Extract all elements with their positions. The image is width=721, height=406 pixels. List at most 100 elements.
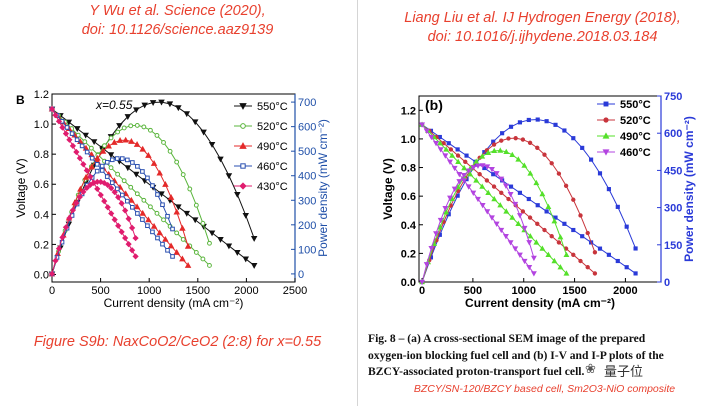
iv-point — [571, 252, 576, 257]
iv-point — [74, 137, 80, 143]
iv-point — [597, 246, 603, 251]
ip-point — [193, 202, 199, 208]
legend-label: 550°C — [257, 101, 288, 113]
series-430: 430°C — [48, 105, 288, 278]
left-citation: Y Wu et al. Science (2020), doi: 10.1126… — [0, 2, 355, 40]
ip-point — [200, 129, 207, 136]
iv-point — [477, 172, 482, 177]
y2-axis-label: Power density (mW cm⁻²) — [316, 119, 330, 257]
ip-point — [166, 101, 174, 108]
iv-point — [109, 180, 115, 186]
iv-point — [140, 217, 145, 222]
ip-point — [73, 199, 80, 207]
y2-tick-label: 400 — [298, 171, 316, 183]
ip-point — [141, 102, 148, 109]
x-tick-label: 1500 — [562, 285, 586, 297]
ip-point — [624, 224, 629, 229]
ip-point — [484, 164, 491, 170]
ip-point — [180, 172, 186, 177]
right-citation: Liang Liu et al. IJ Hydrogen Energy (201… — [364, 9, 721, 47]
ip-point — [473, 158, 480, 164]
ip-point — [489, 167, 495, 173]
ip-point — [158, 99, 165, 106]
ip-point — [512, 201, 519, 208]
iv-point — [193, 250, 199, 255]
iv-point — [485, 189, 492, 195]
y-tick-label: 0.2 — [34, 239, 49, 251]
iv-point — [82, 132, 89, 139]
iv-point — [479, 203, 486, 209]
ip-point — [535, 117, 540, 122]
iv-point — [162, 235, 169, 242]
x-axis-label: Current density (mA cm⁻²) — [465, 296, 615, 310]
iv-point — [174, 230, 180, 236]
iv-point — [80, 161, 87, 168]
iv-point — [94, 162, 100, 167]
ip-point — [187, 186, 193, 192]
ip-point — [118, 200, 125, 207]
ip-point — [102, 143, 107, 149]
annotation: x=0.55 — [95, 98, 133, 112]
ip-point — [77, 185, 84, 192]
left-chart: 0 500 1000 1500 2000 25000.00.20.40.60.81.01.… — [14, 89, 330, 310]
ip-point — [499, 138, 504, 143]
iv-point — [499, 190, 504, 195]
y-tick-label: 1.2 — [401, 105, 416, 117]
iv-point — [592, 271, 598, 276]
panel-label: (b) — [425, 97, 443, 113]
iv-point — [557, 264, 564, 270]
ip-point — [571, 136, 576, 141]
ip-point — [503, 148, 510, 155]
iv-point — [455, 158, 462, 164]
iv-point — [571, 227, 576, 233]
ip-point — [437, 224, 444, 230]
ip-point — [115, 194, 122, 201]
iv-point — [437, 147, 444, 153]
y-tick-label: 0.4 — [401, 220, 417, 232]
iv-point — [521, 258, 528, 265]
iv-point — [200, 256, 206, 262]
ip-point — [553, 122, 558, 127]
iv-point — [125, 241, 132, 248]
ip-point — [500, 131, 505, 136]
iv-point — [535, 203, 540, 208]
iv-point — [122, 234, 129, 242]
ip-point — [99, 163, 105, 169]
iv-point — [134, 191, 140, 197]
ip-point — [133, 141, 141, 147]
iv-point — [544, 209, 549, 214]
ip-point — [423, 262, 430, 268]
iv-point — [451, 165, 458, 172]
iv-point — [161, 217, 166, 223]
iv-point — [179, 255, 186, 262]
iv-point — [59, 124, 66, 131]
ip-point — [140, 169, 145, 174]
ip-point — [165, 213, 170, 219]
ip-point — [111, 139, 118, 145]
ip-point — [562, 128, 567, 133]
right-footnote: BZCY/SN-120/BZCY based cell, Sm2O3-NiO c… — [413, 383, 676, 395]
ip-point — [491, 147, 498, 154]
ip-point — [145, 175, 150, 181]
ip-point — [122, 207, 129, 214]
ip-point — [116, 123, 123, 129]
iv-point — [111, 216, 118, 223]
ip-point — [447, 195, 453, 201]
iv-point — [508, 184, 514, 189]
ip-point — [155, 192, 160, 197]
legend-label: 520°C — [620, 115, 651, 127]
iv-point — [447, 159, 453, 165]
y-tick-label: 0.6 — [34, 179, 49, 191]
ip-point — [578, 213, 583, 218]
ip-point — [48, 270, 56, 278]
iv-point — [150, 229, 155, 235]
iv-point — [207, 263, 212, 268]
legend-marker — [240, 123, 246, 129]
ip-point — [242, 212, 250, 219]
ip-point — [125, 157, 130, 163]
iv-point — [90, 139, 98, 146]
iv-point — [455, 147, 460, 152]
iv-point — [133, 203, 141, 210]
ip-point — [491, 142, 497, 147]
ip-point — [475, 163, 481, 169]
